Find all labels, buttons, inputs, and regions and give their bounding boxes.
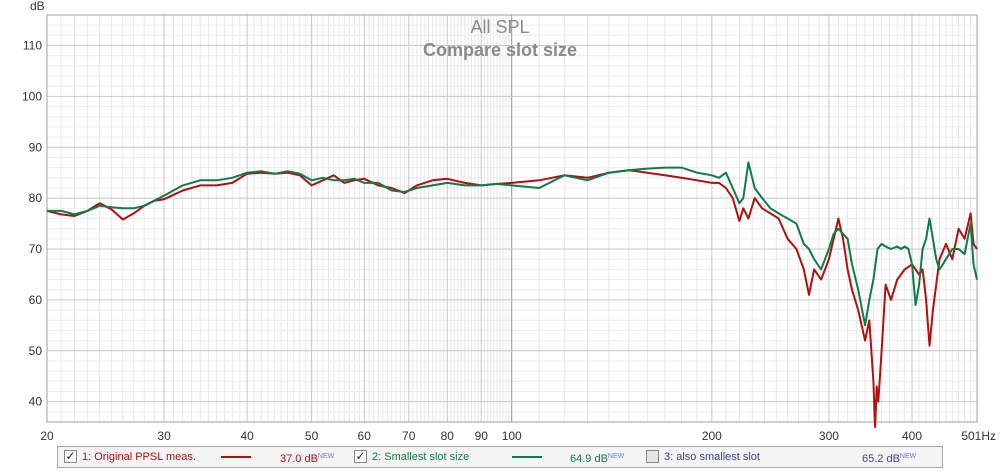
grid-lines <box>46 14 977 422</box>
legend-value-2: 64.9 dBNEW <box>570 447 624 467</box>
spl-chart: dB All SPL Compare slot size 20 30 40 50 60 7… <box>22 0 996 443</box>
y-tick-label: 100 <box>22 89 42 103</box>
chart-subtitle: Compare slot size <box>423 40 577 60</box>
series-line-2 <box>47 161 978 327</box>
x-tick-label: 50 <box>305 429 319 443</box>
legend-checkbox-2[interactable]: ✓ <box>354 449 367 463</box>
x-tick-label: 100 <box>502 429 522 443</box>
legend-label-3: 3: also smallest slot <box>664 451 760 463</box>
x-tick-label: 80 <box>441 429 455 443</box>
legend-label-2: 2: Smallest slot size <box>372 451 470 463</box>
y-axis-unit: dB <box>30 0 45 13</box>
legend-value-text-1: 37.0 dB <box>280 453 318 465</box>
x-tick-label: 90 <box>475 429 489 443</box>
legend-label-1: 1: Original PPSL meas. <box>82 451 196 463</box>
y-tick-label: 70 <box>29 242 43 256</box>
legend-swatch-1 <box>221 456 251 458</box>
legend-badge-2: NEW <box>607 453 625 460</box>
legend-bar: ✓ 1: Original PPSL meas. 37.0 dBNEW ✓ 2:… <box>57 446 943 468</box>
y-tick-label: 40 <box>29 395 43 409</box>
x-tick-label: 60 <box>358 429 372 443</box>
x-tick-label: 20 <box>40 429 54 443</box>
y-tick-label: 60 <box>29 293 43 307</box>
chart-title: All SPL <box>470 17 529 37</box>
x-tick-label: 501Hz <box>961 429 996 443</box>
legend-checkbox-3[interactable] <box>646 450 659 463</box>
y-tick-label: 90 <box>29 140 43 154</box>
legend-value-text-3: 65.2 dB <box>862 453 900 465</box>
y-tick-label: 110 <box>23 39 42 53</box>
x-tick-label: 70 <box>402 429 416 443</box>
legend-value-3: 65.2 dBNEW <box>862 447 916 467</box>
x-tick-label: 200 <box>702 429 722 443</box>
plot-frame <box>46 14 978 423</box>
x-tick-label: 40 <box>240 429 254 443</box>
x-tick-label: 30 <box>157 429 171 443</box>
x-tick-label: 400 <box>902 429 922 443</box>
y-tick-label: 50 <box>29 344 43 358</box>
y-tick-label: 80 <box>29 191 43 205</box>
legend-badge-1: NEW <box>317 453 335 460</box>
legend-value-text-2: 64.9 dB <box>570 453 608 465</box>
x-tick-label: 300 <box>819 429 839 443</box>
legend-badge-3: NEW <box>899 453 917 460</box>
legend-swatch-2 <box>512 456 542 458</box>
series-line-1 <box>46 169 978 429</box>
series-lines <box>46 161 978 429</box>
axis-ticks: 20 30 40 50 60 70 80 90 100 200 300 400 501Hz 40 50 60 7… <box>22 39 996 443</box>
legend-value-1: 37.0 dBNEW <box>280 447 334 467</box>
legend-checkbox-1[interactable]: ✓ <box>64 449 77 463</box>
